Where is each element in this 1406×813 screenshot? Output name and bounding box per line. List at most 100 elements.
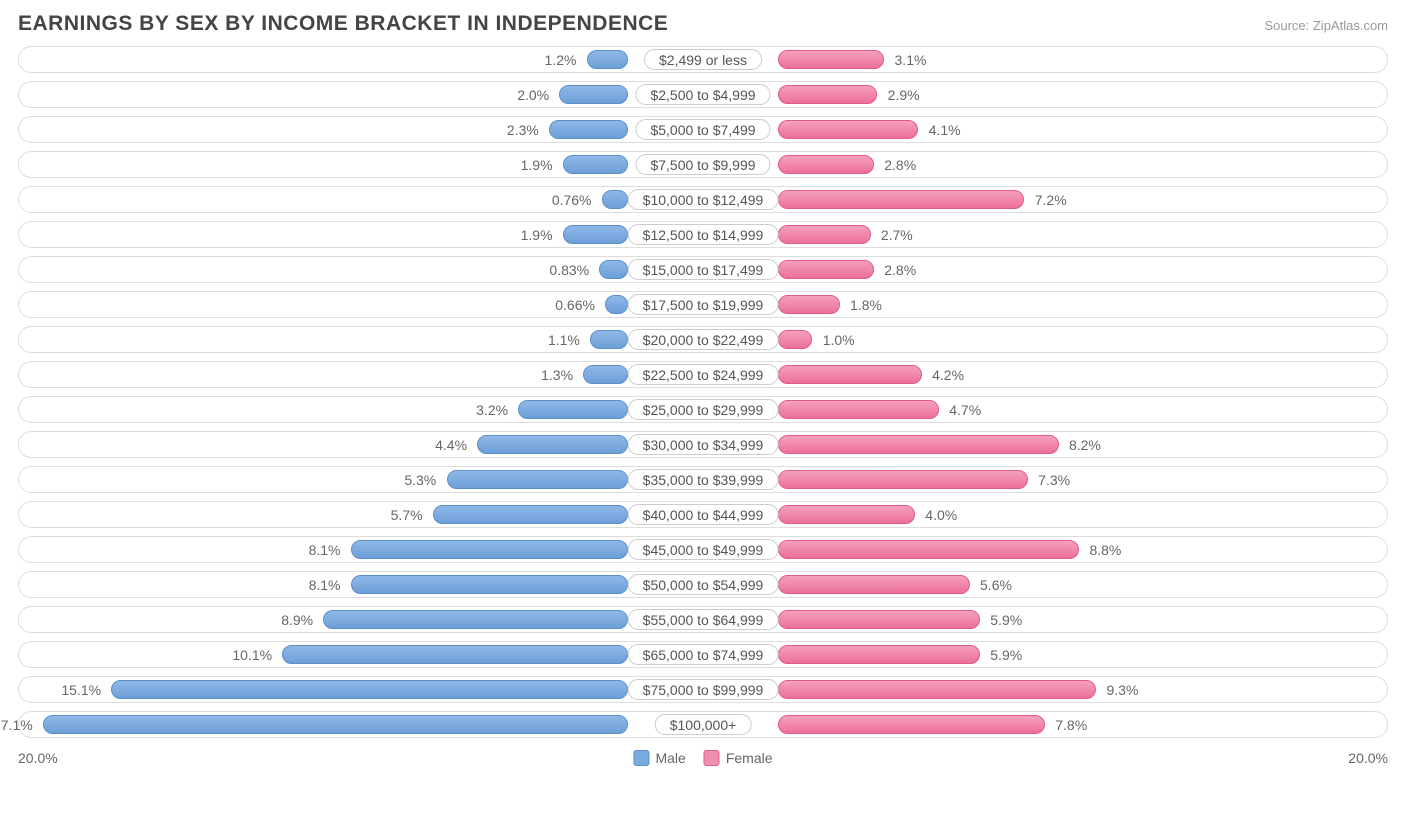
female-bar bbox=[778, 365, 922, 384]
chart-row: 8.9% 5.9% $55,000 to $64,999 bbox=[18, 606, 1388, 633]
bracket-label: $2,499 or less bbox=[644, 49, 762, 70]
female-bar bbox=[778, 225, 870, 244]
male-swatch-icon bbox=[633, 750, 649, 766]
male-bar bbox=[351, 540, 628, 559]
female-bar bbox=[778, 610, 980, 629]
male-value: 17.1% bbox=[0, 712, 33, 739]
male-value: 0.66% bbox=[555, 292, 595, 319]
male-value: 0.76% bbox=[552, 187, 592, 214]
male-bar bbox=[549, 120, 628, 139]
male-value: 2.0% bbox=[517, 82, 549, 109]
female-value: 2.7% bbox=[881, 222, 913, 249]
male-bar bbox=[583, 365, 627, 384]
chart-row: 10.1% 5.9% $65,000 to $74,999 bbox=[18, 641, 1388, 668]
female-value: 4.0% bbox=[925, 502, 957, 529]
male-bar bbox=[282, 645, 627, 664]
male-bar bbox=[351, 575, 628, 594]
legend-male-label: Male bbox=[655, 750, 685, 766]
chart-title: EARNINGS BY SEX BY INCOME BRACKET IN IND… bbox=[18, 12, 668, 36]
female-value: 7.3% bbox=[1038, 467, 1070, 494]
bracket-label: $40,000 to $44,999 bbox=[628, 504, 779, 525]
female-bar bbox=[778, 155, 874, 174]
chart-row: 15.1%9.3%$75,000 to $99,999 bbox=[18, 676, 1388, 703]
axis-label-right: 20.0% bbox=[1348, 750, 1388, 766]
bracket-label: $20,000 to $22,499 bbox=[628, 329, 779, 350]
female-bar bbox=[778, 505, 915, 524]
bracket-label: $17,500 to $19,999 bbox=[628, 294, 779, 315]
bracket-label: $65,000 to $74,999 bbox=[628, 644, 779, 665]
chart-row: 3.2% 4.7% $25,000 to $29,999 bbox=[18, 396, 1388, 423]
male-value: 0.83% bbox=[549, 257, 589, 284]
bracket-label: $7,500 to $9,999 bbox=[635, 154, 770, 175]
female-value: 4.1% bbox=[929, 117, 961, 144]
male-bar bbox=[587, 50, 628, 69]
female-value: 4.2% bbox=[932, 362, 964, 389]
female-bar bbox=[778, 330, 812, 349]
female-value: 4.7% bbox=[949, 397, 981, 424]
diverging-bar-chart: 1.2%3.1%$2,499 or less2.0%2.9%$2,500 to … bbox=[18, 46, 1388, 738]
female-value: 5.6% bbox=[980, 572, 1012, 599]
bracket-label: $12,500 to $14,999 bbox=[628, 224, 779, 245]
female-value: 1.0% bbox=[823, 327, 855, 354]
chart-row: 17.1%7.8%$100,000+ bbox=[18, 711, 1388, 738]
female-bar bbox=[778, 120, 918, 139]
male-value: 5.7% bbox=[391, 502, 423, 529]
bracket-label: $30,000 to $34,999 bbox=[628, 434, 779, 455]
male-bar bbox=[602, 190, 628, 209]
legend-female-label: Female bbox=[726, 750, 773, 766]
chart-row: 1.9%2.7%$12,500 to $14,999 bbox=[18, 221, 1388, 248]
female-bar bbox=[778, 50, 884, 69]
bracket-label: $75,000 to $99,999 bbox=[628, 679, 779, 700]
female-value: 8.2% bbox=[1069, 432, 1101, 459]
female-value: 5.9% bbox=[990, 642, 1022, 669]
bracket-label: $35,000 to $39,999 bbox=[628, 469, 779, 490]
female-bar bbox=[778, 575, 970, 594]
male-bar bbox=[563, 155, 628, 174]
legend: Male Female bbox=[633, 750, 772, 766]
chart-row: 0.66% 1.8% $17,500 to $19,999 bbox=[18, 291, 1388, 318]
female-value: 1.8% bbox=[850, 292, 882, 319]
bracket-label: $22,500 to $24,999 bbox=[628, 364, 779, 385]
female-bar bbox=[778, 540, 1079, 559]
male-value: 5.3% bbox=[404, 467, 436, 494]
female-bar bbox=[778, 715, 1045, 734]
male-value: 4.4% bbox=[435, 432, 467, 459]
female-value: 7.8% bbox=[1055, 712, 1087, 739]
male-bar bbox=[599, 260, 627, 279]
female-bar bbox=[778, 470, 1028, 489]
chart-footer: 20.0% Male Female 20.0% bbox=[18, 746, 1388, 770]
legend-item-female: Female bbox=[704, 750, 773, 766]
bracket-label: $25,000 to $29,999 bbox=[628, 399, 779, 420]
male-bar bbox=[477, 435, 627, 454]
male-bar bbox=[323, 610, 627, 629]
female-value: 2.8% bbox=[884, 152, 916, 179]
chart-row: 8.1%5.6%$50,000 to $54,999 bbox=[18, 571, 1388, 598]
male-value: 2.3% bbox=[507, 117, 539, 144]
male-bar bbox=[605, 295, 628, 314]
legend-item-male: Male bbox=[633, 750, 685, 766]
bracket-label: $15,000 to $17,499 bbox=[628, 259, 779, 280]
female-bar bbox=[778, 85, 877, 104]
axis-label-left: 20.0% bbox=[18, 750, 58, 766]
male-bar bbox=[43, 715, 628, 734]
male-value: 1.3% bbox=[541, 362, 573, 389]
chart-row: 2.3%4.1%$5,000 to $7,499 bbox=[18, 116, 1388, 143]
male-value: 15.1% bbox=[61, 677, 101, 704]
male-value: 1.2% bbox=[545, 47, 577, 74]
male-bar bbox=[111, 680, 627, 699]
chart-row: 5.7% 4.0% $40,000 to $44,999 bbox=[18, 501, 1388, 528]
male-value: 3.2% bbox=[476, 397, 508, 424]
chart-row: 0.83%2.8%$15,000 to $17,499 bbox=[18, 256, 1388, 283]
female-value: 2.9% bbox=[888, 82, 920, 109]
chart-row: 0.76%7.2%$10,000 to $12,499 bbox=[18, 186, 1388, 213]
bracket-label: $10,000 to $12,499 bbox=[628, 189, 779, 210]
female-bar bbox=[778, 295, 840, 314]
male-value: 10.1% bbox=[232, 642, 272, 669]
male-value: 8.9% bbox=[281, 607, 313, 634]
female-value: 5.9% bbox=[990, 607, 1022, 634]
male-bar bbox=[518, 400, 627, 419]
female-bar bbox=[778, 680, 1096, 699]
female-swatch-icon bbox=[704, 750, 720, 766]
bracket-label: $100,000+ bbox=[655, 714, 752, 735]
bracket-label: $55,000 to $64,999 bbox=[628, 609, 779, 630]
